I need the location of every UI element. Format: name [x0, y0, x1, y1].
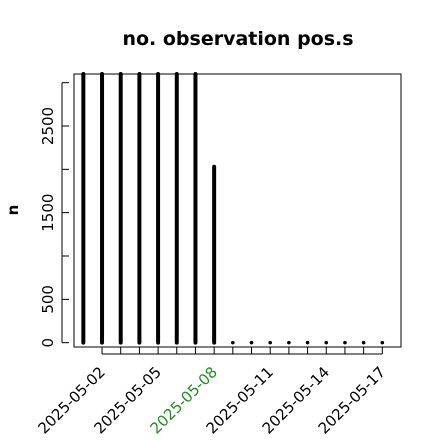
y-tick-label-1500: 1500 [39, 194, 57, 232]
bar-2025-05-10 [249, 340, 254, 345]
plot-area [81, 72, 385, 345]
bar-2025-05-13 [305, 340, 310, 345]
y-axis: 0 500 1500 2500 [39, 82, 69, 348]
y-tick-label-0: 0 [39, 338, 57, 348]
bar-2025-05-09 [231, 340, 235, 345]
bar-2025-05-12 [287, 340, 291, 345]
y-axis-label: n [4, 205, 22, 216]
plot-frame [73, 73, 402, 348]
bar-2025-05-16 [361, 340, 366, 345]
x-axis: 2025-05-022025-05-052025-05-082025-05-11… [34, 347, 389, 437]
chart-title: no. observation pos.s [122, 28, 353, 50]
y-tick-label-500: 500 [39, 285, 57, 314]
bar-2025-05-17 [380, 340, 385, 345]
y-tick-label-2500: 2500 [39, 107, 57, 145]
bar-2025-05-14 [324, 340, 329, 345]
bar-2025-05-11 [268, 340, 273, 345]
bar-2025-05-15 [343, 340, 347, 345]
